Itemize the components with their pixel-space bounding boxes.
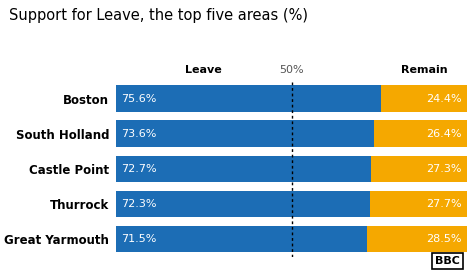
Bar (116, 191, 370, 217)
Text: Leave: Leave (185, 65, 222, 75)
Text: 27.7%: 27.7% (426, 199, 462, 209)
Bar (116, 120, 374, 147)
Text: Remain: Remain (401, 65, 448, 75)
Bar (381, 85, 467, 112)
Text: 28.5%: 28.5% (426, 234, 462, 244)
Bar (367, 226, 467, 252)
Text: 72.7%: 72.7% (121, 164, 157, 174)
Text: 26.4%: 26.4% (426, 129, 462, 139)
Text: 75.6%: 75.6% (121, 93, 157, 104)
Text: Support for Leave, the top five areas (%): Support for Leave, the top five areas (%… (9, 8, 309, 23)
Bar (116, 85, 381, 112)
Bar (374, 120, 467, 147)
Text: 24.4%: 24.4% (426, 93, 462, 104)
Text: 72.3%: 72.3% (121, 199, 157, 209)
Bar (116, 156, 371, 182)
Text: 71.5%: 71.5% (121, 234, 157, 244)
Text: 27.3%: 27.3% (426, 164, 462, 174)
Text: 50%: 50% (279, 65, 304, 75)
Bar (370, 191, 467, 217)
Bar (371, 156, 467, 182)
Text: 73.6%: 73.6% (121, 129, 157, 139)
Bar (116, 226, 367, 252)
Text: BBC: BBC (435, 256, 460, 266)
